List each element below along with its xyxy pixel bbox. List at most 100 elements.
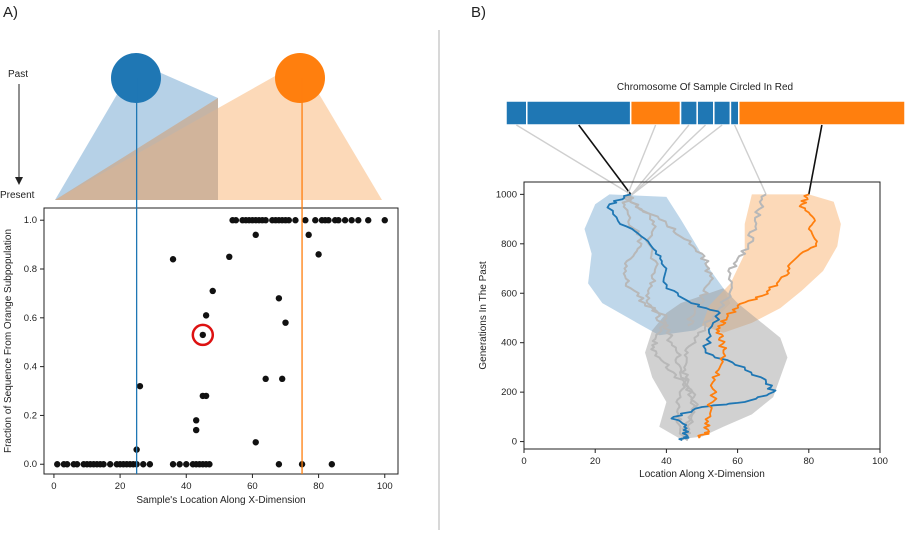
data-point [275,461,283,468]
y-tick-label: 800 [501,239,517,250]
y-tick-label: 1.0 [24,215,37,226]
data-point [275,295,283,302]
x-tick-label: 0 [521,456,526,467]
chromosome-title: Chromosome Of Sample Circled In Red [617,82,793,93]
blue-chromosome-segment [713,100,732,126]
data-point [328,461,336,468]
data-point [192,426,200,434]
orange-lineage-cloud [702,194,841,333]
data-point [279,375,286,383]
chromosome-connector [630,124,690,197]
x-tick-label: 20 [590,456,601,467]
data-point [341,217,349,224]
blue-chromosome-segment [526,100,632,126]
orange-ancestor-node [275,53,325,103]
data-point [146,461,154,468]
population-schematic [55,53,382,200]
panel-b-label: B) [471,4,486,21]
timeline-arrowhead [15,177,23,185]
chromosome-connector [630,124,706,197]
data-point [348,217,355,224]
y-tick-label: 0.2 [24,410,37,421]
chromosome-connector [733,124,767,195]
y-tick-label: 0.6 [24,313,37,324]
data-point [106,461,114,468]
data-point [140,461,147,468]
panel-a-label: A) [3,4,18,21]
orange-chromosome-segment [629,100,682,126]
y-tick-label: 0.4 [24,362,37,373]
data-point [100,461,107,468]
data-point [136,382,144,390]
x-tick-label: 100 [377,481,393,492]
x-tick-label: 20 [115,481,126,492]
data-point [252,439,259,446]
y-tick-label: 0.8 [24,264,37,275]
chromosome-connector [516,124,632,195]
data-point [73,461,81,468]
data-point [335,217,342,224]
data-point [63,461,71,468]
orange-lineage-line [697,193,818,439]
y-tick-label: 400 [501,338,517,349]
data-point [183,461,190,468]
chromosome-connector [630,124,723,197]
data-point [285,217,293,224]
gray-lineage-line [626,195,688,442]
y-axis-label: Fraction of Sequence From Orange Subpopu… [3,229,14,453]
data-point [365,217,372,224]
y-tick-label: 1000 [496,189,517,200]
data-point [199,331,207,339]
shared-lineage-cloud [645,288,788,440]
timeline-past-label: Past [8,69,28,80]
data-point [325,217,332,224]
chromosome-connector [578,124,632,195]
data-point [292,217,299,224]
data-point [282,319,289,326]
data-point [192,417,200,424]
orange-chromosome-segment [738,100,906,126]
gray-lineage-line [626,194,714,327]
gray-lineage-line [621,193,699,442]
chromosome-connector [808,124,823,195]
scatter-chart: 0 20 40 60 80 100 0.0 0.2 0.4 0.6 0.8 1.0 Sample's L… [3,78,399,506]
y-axis-label: Generations In The Past [478,261,489,369]
y-tick-label: 0 [512,437,517,448]
data-point [202,392,210,400]
data-point [381,217,388,224]
gray-lineage-line [680,193,767,433]
blue-chromosome-segment [505,100,528,126]
data-point [232,217,240,224]
data-point [226,253,233,261]
data-point [305,231,312,239]
data-point [262,375,269,383]
y-tick-label: 200 [501,387,517,398]
data-point [54,461,61,468]
data-point [302,217,309,224]
x-tick-label: 80 [804,456,815,467]
x-axis-label: Location Along X-Dimension [639,469,765,480]
blue-chromosome-segment [729,100,740,126]
blue-chromosome-segment [696,100,715,126]
data-point [206,461,213,468]
x-tick-label: 80 [313,481,324,492]
highlight-circle [191,323,215,347]
data-point [209,287,216,295]
data-point [202,312,210,319]
plot-frame [43,207,399,475]
chromosome-bar [505,100,906,197]
data-point [312,217,319,224]
plot-frame [523,181,881,450]
y-tick-label: 0.0 [24,459,37,470]
timeline-present-label: Present [0,190,35,201]
x-axis-label: Sample's Location Along X-Dimension [136,495,305,506]
chromosome-connector [626,124,657,196]
y-tick-label: 600 [501,288,517,299]
data-point [169,256,177,263]
x-tick-label: 0 [51,481,56,492]
x-tick-label: 40 [661,456,672,467]
data-point [315,251,322,258]
data-point [262,217,269,224]
